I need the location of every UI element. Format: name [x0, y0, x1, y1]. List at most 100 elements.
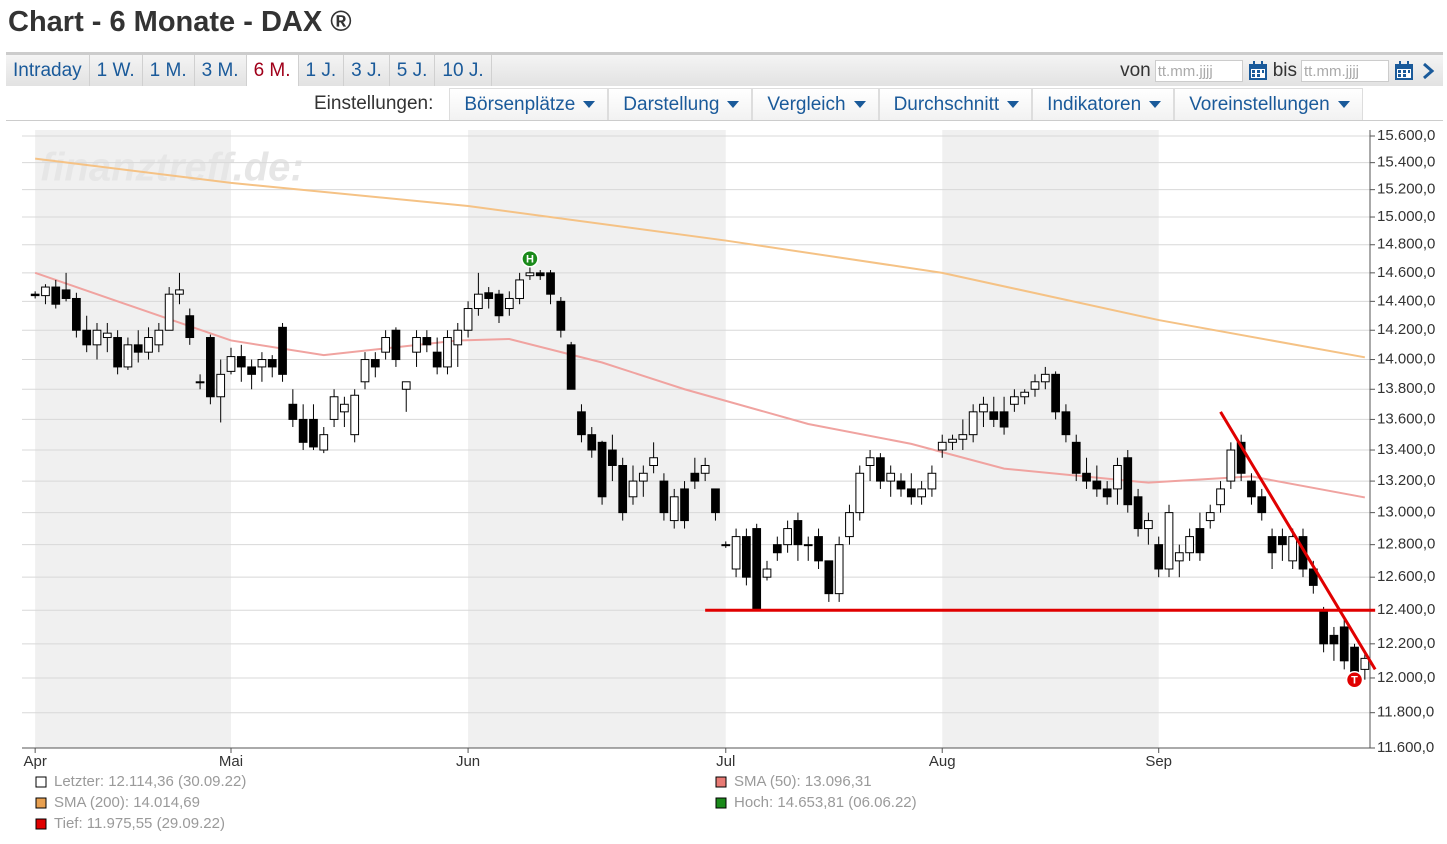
menu-button[interactable]: Börsenplätze — [449, 88, 609, 120]
from-input[interactable]: tt.mm.jjjj — [1154, 59, 1243, 82]
candle-body — [948, 438, 957, 443]
candle-body — [1205, 512, 1215, 522]
candle-body — [154, 329, 164, 346]
candle-body — [267, 359, 277, 368]
y-tick-label: 15.400,0 — [1377, 154, 1435, 171]
candle-body — [474, 293, 483, 310]
candle-body — [989, 411, 999, 420]
candle-body — [195, 381, 205, 384]
candle-body — [876, 457, 885, 482]
y-tick-label: 12.400,0 — [1377, 601, 1435, 618]
candle-body — [597, 441, 607, 498]
from-label: von — [1120, 59, 1151, 81]
menu-button[interactable]: Vergleich — [752, 88, 879, 120]
menu-button[interactable]: Voreinstellungen — [1174, 88, 1363, 120]
candle-body — [896, 480, 906, 490]
candle-body — [680, 488, 689, 522]
candle-body — [123, 344, 133, 368]
candle-body — [752, 528, 762, 611]
candle-body — [618, 464, 628, 514]
tab[interactable]: 1 M. — [143, 55, 195, 86]
candle-body — [1113, 464, 1122, 490]
candle-body — [1236, 441, 1246, 474]
candle-body — [298, 418, 308, 443]
tab[interactable]: 1 W. — [90, 55, 143, 86]
y-tick-label: 14.200,0 — [1377, 321, 1435, 338]
to-input[interactable]: tt.mm.jjjj — [1301, 59, 1389, 82]
tab-bar: Intraday 1 W. 1 M. 3 M. 6 M. 1 J. 3 J. 5 J. 10 J… — [6, 52, 1443, 86]
candle-body — [1185, 536, 1194, 554]
separator — [6, 120, 1443, 121]
candle-body — [628, 480, 638, 498]
candle-body — [968, 411, 978, 436]
x-tick-label: Mai — [219, 753, 243, 770]
candle-body — [422, 337, 432, 346]
candle-body — [61, 289, 71, 299]
tab[interactable]: 3 M. — [195, 55, 247, 86]
candle-body — [824, 560, 834, 595]
candle-body — [1154, 544, 1164, 570]
tab[interactable]: 10 J. — [435, 55, 492, 86]
y-tick-label: 12.800,0 — [1377, 536, 1435, 553]
candle-body — [1360, 657, 1370, 670]
candle-body — [515, 279, 524, 299]
y-tick-label: 12.600,0 — [1377, 568, 1435, 585]
candle-body — [855, 472, 865, 514]
candle-body — [1030, 381, 1040, 390]
candle-body — [340, 403, 349, 413]
candle-body — [721, 544, 731, 547]
legend-swatch — [715, 776, 727, 788]
candle-body — [556, 300, 566, 331]
tab[interactable]: 6 M. — [246, 55, 299, 86]
menu-label: Börsenplätze — [464, 93, 576, 115]
menu-label: Durchschnitt — [893, 93, 1000, 115]
menu-button[interactable]: Darstellung — [608, 88, 753, 120]
candle-body — [391, 329, 401, 361]
candle-body — [1040, 373, 1050, 383]
candle-body — [669, 496, 679, 522]
candle-body — [1071, 441, 1081, 474]
moving-average-line — [34, 271, 1366, 499]
candle-body — [319, 434, 329, 451]
menu-label: Darstellung — [623, 93, 720, 115]
candle-body — [1123, 457, 1133, 506]
menu-label: Voreinstellungen — [1189, 93, 1330, 115]
x-tick-label: Apr — [23, 753, 46, 770]
x-tick-label: Jun — [456, 753, 480, 770]
candle-body — [1278, 536, 1287, 546]
candle-body — [690, 472, 700, 482]
candle-body — [432, 351, 442, 368]
candle-body — [1144, 520, 1153, 530]
marker-label: H — [526, 254, 534, 266]
page-title: Chart - 6 Monate - DAX ® — [8, 6, 352, 38]
y-tick-label: 12.000,0 — [1377, 669, 1435, 686]
menu-button[interactable]: Durchschnitt — [878, 88, 1033, 120]
tab[interactable]: 3 J. — [344, 55, 390, 86]
candle-body — [638, 472, 648, 482]
tab[interactable]: Intraday — [6, 55, 90, 86]
marker-label: T — [1351, 675, 1358, 687]
candle-body — [288, 403, 298, 420]
y-tick-label: 15.600,0 — [1377, 127, 1435, 144]
tab[interactable]: 5 J. — [390, 55, 436, 86]
y-tick-label: 13.200,0 — [1377, 472, 1435, 489]
y-tick-label: 11.600,0 — [1377, 739, 1434, 756]
candle-body — [525, 272, 535, 277]
calendar-icon[interactable] — [1247, 60, 1269, 82]
candle-body — [350, 394, 360, 436]
legend-swatch — [35, 818, 47, 830]
candle-body — [1195, 528, 1205, 554]
candle-body — [226, 356, 236, 372]
candle-body — [1329, 634, 1339, 645]
candle-body — [216, 373, 226, 398]
menu-button[interactable]: Indikatoren — [1032, 88, 1175, 120]
y-tick-label: 14.600,0 — [1377, 264, 1435, 281]
tab[interactable]: 1 J. — [299, 55, 345, 86]
candle-body — [906, 488, 916, 498]
candle-body — [1164, 512, 1174, 570]
candle-body — [535, 272, 545, 277]
next-arrow[interactable] — [1419, 60, 1437, 82]
candle-body — [1174, 552, 1184, 562]
calendar-icon[interactable] — [1393, 60, 1415, 82]
